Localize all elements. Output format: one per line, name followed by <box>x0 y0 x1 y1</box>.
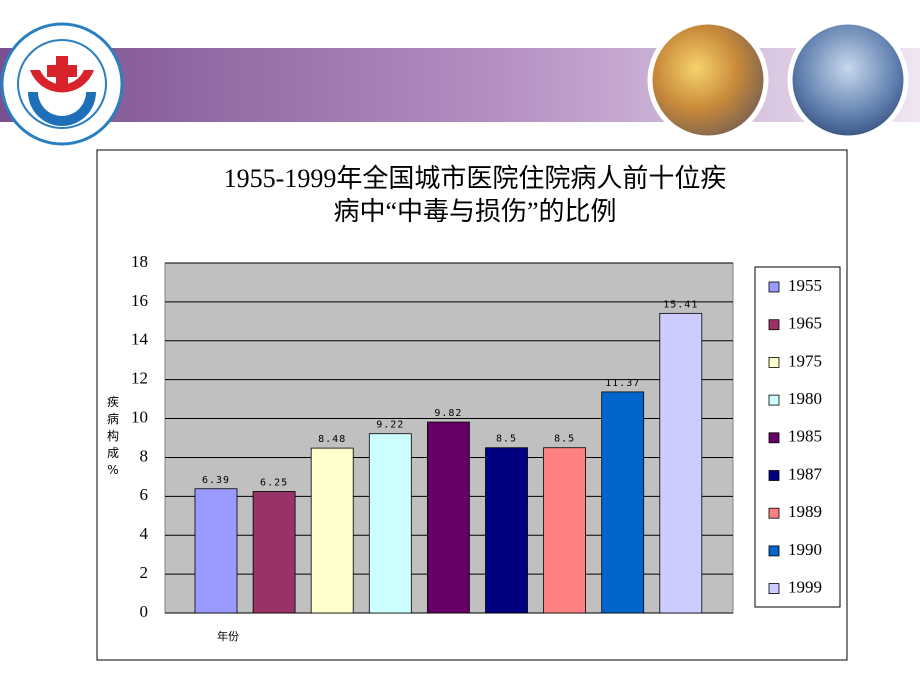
bar <box>659 312 703 614</box>
legend-label: 1987 <box>788 464 823 483</box>
legend-swatch <box>768 432 780 444</box>
y-tick-label: 2 <box>140 563 149 582</box>
y-tick-label: 0 <box>140 602 149 621</box>
data-label: 8.48 <box>318 434 346 445</box>
legend-label: 1975 <box>788 351 822 370</box>
legend-label: 1985 <box>788 427 822 446</box>
legend-swatch <box>768 319 780 331</box>
bar <box>310 447 354 614</box>
y-tick-label: 14 <box>131 330 149 349</box>
bar <box>194 488 238 614</box>
data-label: 6.25 <box>260 477 288 488</box>
bar <box>543 447 586 614</box>
photo <box>647 19 769 141</box>
legend-swatch <box>768 394 780 406</box>
data-label: 15.41 <box>663 299 698 310</box>
photo <box>787 19 909 141</box>
data-label: 9.22 <box>376 420 404 431</box>
legend-swatch <box>768 356 780 368</box>
legend-label: 1999 <box>788 578 822 597</box>
data-label: 9.82 <box>434 408 462 419</box>
chart-title: 1955-1999年全国城市医院住院病人前十位疾 <box>224 164 727 193</box>
bar <box>252 491 296 614</box>
y-tick-label: 10 <box>131 407 148 426</box>
legend-swatch <box>768 545 780 557</box>
data-label: 8.5 <box>554 434 575 445</box>
y-tick-label: 8 <box>140 446 149 465</box>
legend-label: 1955 <box>788 276 822 295</box>
y-tick-label: 6 <box>140 485 149 504</box>
bar <box>426 421 470 614</box>
legend-swatch <box>768 507 780 519</box>
legend-label: 1965 <box>788 314 822 333</box>
bar <box>368 433 412 614</box>
legend-swatch <box>768 281 780 293</box>
legend-label: 1990 <box>788 540 822 559</box>
data-label: 8.5 <box>496 434 517 445</box>
header-band <box>0 48 920 122</box>
y-tick-label: 18 <box>131 252 148 271</box>
bar <box>601 391 645 614</box>
legend-label: 1989 <box>788 502 822 521</box>
x-axis-label: 年份 <box>217 629 239 643</box>
y-axis-label: 疾病构成% <box>107 394 119 477</box>
chart-title: 病中“中毒与损伤”的比例 <box>333 197 616 226</box>
logo <box>0 22 124 146</box>
bar <box>485 447 528 614</box>
y-tick-label: 4 <box>140 524 149 543</box>
legend-swatch <box>768 470 780 481</box>
legend-swatch <box>768 583 780 594</box>
data-label: 11.37 <box>605 378 640 389</box>
y-tick-label: 12 <box>131 369 148 388</box>
legend-label: 1980 <box>788 389 822 408</box>
y-tick-label: 16 <box>131 291 148 310</box>
data-label: 6.39 <box>202 475 230 486</box>
